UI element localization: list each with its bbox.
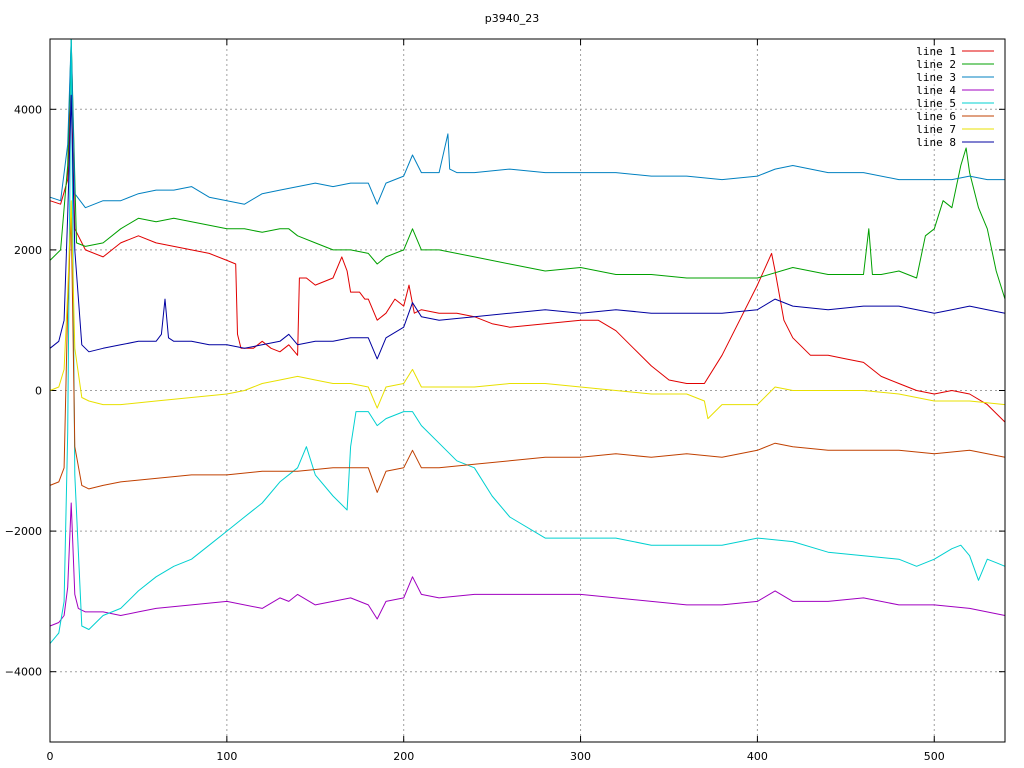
- x-tick-label: 0: [47, 750, 54, 763]
- series-line-6: [49, 214, 1006, 493]
- x-tick-label: 500: [924, 750, 945, 763]
- legend-label: line 4: [916, 84, 956, 97]
- plot-frame: [49, 38, 1006, 743]
- series-line-8: [49, 94, 1006, 360]
- y-tick-label: −2000: [5, 525, 42, 538]
- x-tick-label: 200: [393, 750, 414, 763]
- legend-label: line 1: [916, 45, 956, 58]
- y-tick-label: 2000: [14, 244, 42, 257]
- y-tick-label: 4000: [14, 103, 42, 116]
- x-tick-label: 100: [216, 750, 237, 763]
- chart-title: p3940_23: [485, 12, 539, 25]
- series-line-4: [49, 502, 1006, 627]
- legend-label: line 3: [916, 71, 956, 84]
- legend-label: line 6: [916, 110, 956, 123]
- series-lines: [49, 38, 1006, 644]
- series-line-1: [49, 80, 1006, 423]
- y-tick-label: −4000: [5, 666, 42, 679]
- y-tick-label: 0: [35, 385, 42, 398]
- x-tick-label: 400: [747, 750, 768, 763]
- legend-label: line 2: [916, 58, 956, 71]
- series-line-7: [49, 200, 1006, 420]
- series-line-2: [49, 38, 1006, 300]
- x-tick-label: 300: [570, 750, 591, 763]
- legend-label: line 8: [916, 136, 956, 149]
- series-line-5: [49, 38, 1006, 644]
- legend-label: line 7: [916, 123, 956, 136]
- series-line-3: [49, 38, 1005, 209]
- legend-label: line 5: [916, 97, 956, 110]
- axis-ticks: 0 100 200 300 400 500 −4000 −2000 0 2000 4000: [5, 39, 1005, 763]
